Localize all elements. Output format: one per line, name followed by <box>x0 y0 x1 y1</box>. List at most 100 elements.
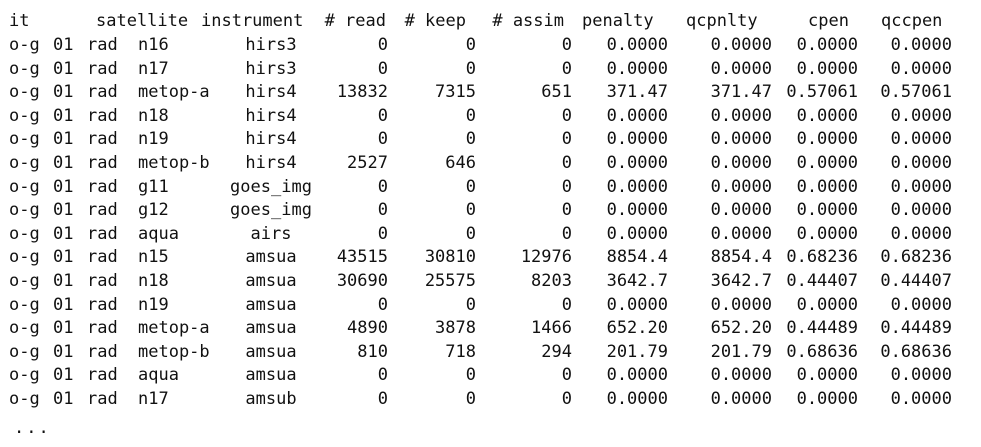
table-row: o-g 01 rad n18 amsua 30690 25575 8203 3642.7 3642… <box>0 269 981 293</box>
cell-satellite: n17 <box>138 58 169 79</box>
cell-qccpen: 0.44489 <box>880 318 952 339</box>
cell-read: 2527 <box>347 153 388 173</box>
cell-iter: 01 <box>53 247 74 268</box>
header-instrument: instrument <box>201 11 304 31</box>
table-row: o-g 01 rad g12 goes_img 0 0 0 0.0000 0.0000 0.0000… <box>0 198 981 222</box>
cell-qccpen: 0.0000 <box>890 294 952 315</box>
cell-type: rad <box>87 200 118 221</box>
cell-qccpen: 0.0000 <box>890 365 952 386</box>
cell-it: o-g <box>9 341 40 362</box>
cell-iter: 01 <box>53 176 74 197</box>
table-row: o-g 01 rad n17 amsub 0 0 0 0.0000 0.0000 0.0000 0.0… <box>0 387 981 411</box>
cell-keep: 646 <box>445 153 476 173</box>
cell-iter: 01 <box>53 200 74 221</box>
header-read: # read <box>324 11 386 31</box>
cell-instrument: amsua <box>245 341 297 362</box>
cell-read: 0 <box>377 294 388 315</box>
cell-assim: 0 <box>561 389 572 409</box>
cell-qcpnlty: 0.0000 <box>710 365 772 386</box>
cell-keep: 7315 <box>435 82 476 103</box>
cell-iter: 01 <box>53 294 74 315</box>
cell-cpen: 0.0000 <box>796 35 858 55</box>
cell-qcpnlty: 0.0000 <box>710 176 772 197</box>
cell-instrument: hirs4 <box>245 153 297 173</box>
cell-assim: 294 <box>541 341 572 362</box>
cell-iter: 01 <box>53 82 74 103</box>
cell-read: 43515 <box>336 247 388 268</box>
cell-it: o-g <box>9 82 40 103</box>
cell-keep: 0 <box>465 294 476 315</box>
cell-penalty: 0.0000 <box>606 389 668 409</box>
cell-cpen: 0.0000 <box>796 365 858 386</box>
cell-type: rad <box>87 35 118 55</box>
cell-qccpen: 0.57061 <box>880 82 952 103</box>
cell-satellite: n18 <box>138 105 169 126</box>
cell-satellite: metop-a <box>138 82 210 103</box>
cell-keep: 0 <box>465 129 476 150</box>
cell-cpen: 0.0000 <box>796 58 858 79</box>
cell-penalty: 3642.7 <box>606 271 668 291</box>
cell-it: o-g <box>9 129 40 150</box>
cell-read: 0 <box>377 389 388 409</box>
cell-penalty: 201.79 <box>606 341 668 362</box>
cell-instrument: goes_img <box>230 176 312 197</box>
cell-keep: 0 <box>465 389 476 409</box>
cell-qcpnlty: 0.0000 <box>710 105 772 126</box>
cell-instrument: hirs4 <box>245 105 297 126</box>
cell-qccpen: 0.0000 <box>890 389 952 409</box>
cell-qcpnlty: 0.0000 <box>710 200 772 221</box>
table-row: o-g 01 rad metop-a amsua 4890 3878 1466 652.20 65… <box>0 316 981 340</box>
cell-penalty: 0.0000 <box>606 294 668 315</box>
cell-assim: 8203 <box>531 271 572 291</box>
cell-cpen: 0.0000 <box>796 153 858 173</box>
cell-read: 4890 <box>347 318 388 339</box>
table-row: o-g 01 rad n19 hirs4 0 0 0 0.0000 0.0000 0.0000 0.0… <box>0 127 981 151</box>
cell-cpen: 0.68636 <box>786 341 858 362</box>
cell-read: 810 <box>357 341 388 362</box>
cell-instrument: amsua <box>245 318 297 339</box>
cell-assim: 0 <box>561 58 572 79</box>
header-assim: # assim <box>492 11 564 31</box>
cell-penalty: 0.0000 <box>606 153 668 173</box>
cell-satellite: n19 <box>138 294 169 315</box>
cell-satellite: g11 <box>138 176 169 197</box>
cell-instrument: amsua <box>245 247 297 268</box>
cell-keep: 0 <box>465 58 476 79</box>
cell-type: rad <box>87 176 118 197</box>
cell-penalty: 0.0000 <box>606 223 668 244</box>
cell-keep: 0 <box>465 105 476 126</box>
cell-satellite: n17 <box>138 389 169 409</box>
cell-assim: 651 <box>541 82 572 103</box>
cell-cpen: 0.0000 <box>796 389 858 409</box>
cell-qcpnlty: 3642.7 <box>710 271 772 291</box>
cell-iter: 01 <box>53 271 74 291</box>
cell-read: 13832 <box>336 82 388 103</box>
cell-cpen: 0.57061 <box>786 82 858 103</box>
cell-type: rad <box>87 271 118 291</box>
cell-it: o-g <box>9 271 40 291</box>
cell-penalty: 0.0000 <box>606 176 668 197</box>
cell-instrument: amsua <box>245 271 297 291</box>
cell-iter: 01 <box>53 58 74 79</box>
cell-assim: 0 <box>561 105 572 126</box>
table-row: o-g 01 rad metop-a hirs4 13832 7315 651 371.47 37… <box>0 80 981 104</box>
cell-type: rad <box>87 389 118 409</box>
cell-type: rad <box>87 223 118 244</box>
cell-qcpnlty: 0.0000 <box>710 389 772 409</box>
cell-assim: 0 <box>561 176 572 197</box>
cell-instrument: amsub <box>245 389 297 409</box>
cell-instrument: goes_img <box>230 200 312 221</box>
cell-type: rad <box>87 105 118 126</box>
cell-assim: 12976 <box>520 247 572 268</box>
cell-penalty: 0.0000 <box>606 105 668 126</box>
table-row: o-g 01 rad aqua amsua 0 0 0 0.0000 0.0000 0.0000 0.… <box>0 363 981 387</box>
cell-iter: 01 <box>53 318 74 339</box>
cell-qcpnlty: 0.0000 <box>710 129 772 150</box>
header-qcpnlty: qcpnlty <box>686 11 758 31</box>
cell-it: o-g <box>9 365 40 386</box>
cell-qcpnlty: 8854.4 <box>710 247 772 268</box>
cell-instrument: airs <box>250 223 292 244</box>
cell-it: o-g <box>9 105 40 126</box>
cell-it: o-g <box>9 153 40 173</box>
cell-instrument: amsua <box>245 294 297 315</box>
